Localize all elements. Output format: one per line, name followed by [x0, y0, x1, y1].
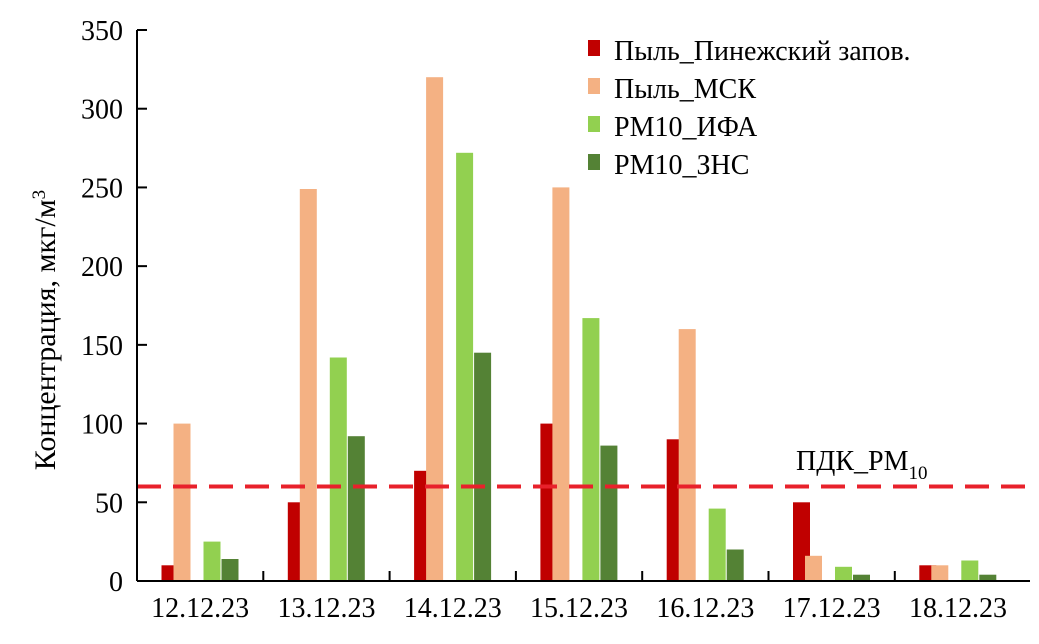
reference-line-label-text: ПДК_PM [796, 446, 909, 477]
bar-2-14.12.23 [426, 77, 444, 581]
y-tick-label-150: 150 [81, 331, 123, 362]
bars-layer [161, 77, 997, 582]
bar-2-16.12.23 [678, 329, 696, 581]
y-tick-label-50: 50 [95, 488, 123, 519]
x-tick-label-17.12.23: 17.12.23 [783, 593, 881, 624]
legend-label-2: Пыль_МСК [614, 74, 756, 105]
bar-2-13.12.23 [299, 189, 317, 581]
legend-swatch-3 [588, 116, 600, 132]
reference-line-label-subscript: 10 [908, 463, 927, 484]
legend-label-4: PM10_ЗНС [614, 150, 749, 181]
legend-swatch-2 [588, 78, 600, 94]
bar-2-15.12.23 [552, 187, 570, 581]
bar-3-13.12.23 [329, 357, 347, 581]
y-tick-label-100: 100 [81, 410, 123, 441]
legend: Пыль_Пинежский запов. Пыль_МСК PM10_ИФА PM1… [588, 36, 911, 181]
axes-layer: 0 50 100 150 200 250 300 350 12.12.23 13.12.23 14.… [81, 16, 1030, 624]
x-tick-label-16.12.23: 16.12.23 [656, 593, 754, 624]
bar-4-17.12.23 [853, 574, 870, 581]
y-axis-label-superscript: 3 [29, 190, 50, 200]
bar-2-12.12.23 [173, 423, 191, 581]
x-tick-label-15.12.23: 15.12.23 [530, 593, 628, 624]
x-tick-label-13.12.23: 13.12.23 [277, 593, 375, 624]
bar-3-12.12.23 [203, 541, 221, 581]
bar-4-14.12.23 [474, 352, 492, 581]
y-tick-label-300: 300 [81, 95, 123, 126]
x-tick-label-12.12.23: 12.12.23 [151, 593, 249, 624]
bar-4-12.12.23 [221, 559, 239, 581]
reference-line-label: ПДК_PM10 [796, 446, 927, 484]
legend-label-1: Пыль_Пинежский запов. [614, 36, 911, 67]
legend-swatch-1 [588, 40, 600, 56]
x-tick-label-18.12.23: 18.12.23 [909, 593, 1007, 624]
bar-3-18.12.23 [961, 560, 979, 581]
bar-3-17.12.23 [835, 566, 852, 581]
legend-swatch-4 [588, 154, 600, 170]
y-tick-label-250: 250 [81, 173, 123, 204]
legend-label-3: PM10_ИФА [614, 112, 758, 143]
bar-2-18.12.23 [931, 565, 949, 581]
y-axis-label-text: Концентрация, мкг/м [29, 199, 62, 470]
y-axis-label: Концентрация, мкг/м3 [29, 190, 62, 470]
bar-2-17.12.23 [805, 555, 822, 581]
y-tick-label-200: 200 [81, 252, 123, 283]
x-tick-label-14.12.23: 14.12.23 [404, 593, 502, 624]
bar-4-16.12.23 [726, 549, 744, 581]
y-tick-label-350: 350 [81, 16, 123, 47]
y-tick-label-0: 0 [109, 567, 123, 598]
bar-4-18.12.23 [979, 574, 997, 581]
bar-4-15.12.23 [600, 445, 618, 581]
bar-4-13.12.23 [347, 436, 365, 581]
bar-3-14.12.23 [456, 152, 474, 582]
bar-3-16.12.23 [708, 508, 726, 581]
bar-3-15.12.23 [582, 318, 600, 581]
